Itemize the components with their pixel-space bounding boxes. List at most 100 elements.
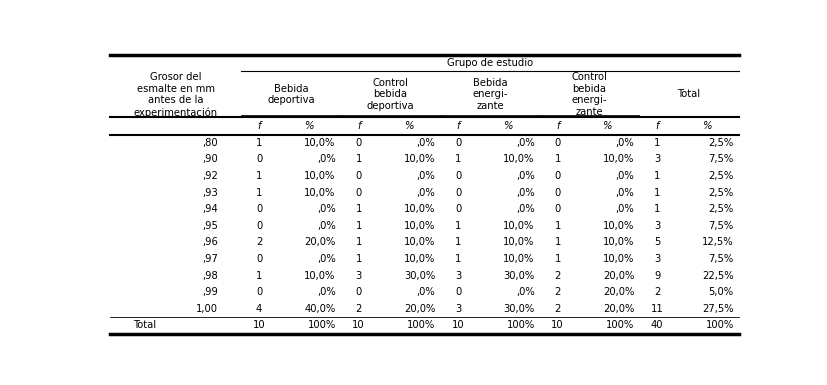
Text: Bebida
energi-
zante: Bebida energi- zante <box>471 78 507 111</box>
Text: 10,0%: 10,0% <box>304 271 335 281</box>
Text: 4: 4 <box>256 304 262 314</box>
Text: 5: 5 <box>653 238 659 248</box>
Text: 0: 0 <box>355 171 361 181</box>
Text: 10,0%: 10,0% <box>404 221 435 231</box>
Text: 10,0%: 10,0% <box>602 254 633 264</box>
Text: 1: 1 <box>653 187 659 198</box>
Text: 20,0%: 20,0% <box>304 238 335 248</box>
Text: 11: 11 <box>650 304 662 314</box>
Text: 20,0%: 20,0% <box>404 304 435 314</box>
Text: Total: Total <box>676 89 700 99</box>
Text: ,0%: ,0% <box>416 171 435 181</box>
Text: Control
bebida
deportiva: Control bebida deportiva <box>366 78 414 111</box>
Text: 2,5%: 2,5% <box>708 171 733 181</box>
Text: ,97: ,97 <box>202 254 218 264</box>
Text: 10,0%: 10,0% <box>602 238 633 248</box>
Text: %: % <box>602 121 611 131</box>
Text: ,0%: ,0% <box>416 287 435 297</box>
Text: 0: 0 <box>256 221 262 231</box>
Text: 0: 0 <box>355 187 361 198</box>
Text: 1: 1 <box>355 154 361 164</box>
Text: ,93: ,93 <box>202 187 218 198</box>
Text: 10,0%: 10,0% <box>304 138 335 148</box>
Text: ,0%: ,0% <box>317 287 335 297</box>
Text: 27,5%: 27,5% <box>701 304 733 314</box>
Text: 10,0%: 10,0% <box>602 221 633 231</box>
Text: 3: 3 <box>653 154 659 164</box>
Text: 2: 2 <box>554 287 560 297</box>
Text: ,98: ,98 <box>202 271 218 281</box>
Text: ,0%: ,0% <box>614 204 633 214</box>
Text: Bebida
deportiva: Bebida deportiva <box>267 84 314 105</box>
Text: Grupo de estudio: Grupo de estudio <box>447 58 533 68</box>
Text: ,0%: ,0% <box>515 138 534 148</box>
Text: 2,5%: 2,5% <box>708 187 733 198</box>
Text: 12,5%: 12,5% <box>701 238 733 248</box>
Text: 3: 3 <box>653 221 659 231</box>
Text: 7,5%: 7,5% <box>708 221 733 231</box>
Text: 10,0%: 10,0% <box>503 238 534 248</box>
Text: 2: 2 <box>653 287 659 297</box>
Text: 10,0%: 10,0% <box>404 154 435 164</box>
Text: 1: 1 <box>653 171 659 181</box>
Text: 2,5%: 2,5% <box>708 138 733 148</box>
Text: ,95: ,95 <box>202 221 218 231</box>
Text: 0: 0 <box>355 138 361 148</box>
Text: 7,5%: 7,5% <box>708 154 733 164</box>
Text: 0: 0 <box>554 187 560 198</box>
Text: 0: 0 <box>454 138 461 148</box>
Text: 0: 0 <box>454 287 461 297</box>
Text: 1: 1 <box>554 221 560 231</box>
Text: Total: Total <box>133 320 156 330</box>
Text: Control
bebida
energi-
zante: Control bebida energi- zante <box>571 72 607 117</box>
Text: 1: 1 <box>256 171 262 181</box>
Text: 2: 2 <box>554 304 560 314</box>
Text: ,96: ,96 <box>202 238 218 248</box>
Text: %: % <box>701 121 710 131</box>
Text: ,0%: ,0% <box>416 187 435 198</box>
Text: ,0%: ,0% <box>515 204 534 214</box>
Text: 10: 10 <box>351 320 365 330</box>
Text: 10,0%: 10,0% <box>503 221 534 231</box>
Text: 40: 40 <box>650 320 662 330</box>
Text: 10: 10 <box>551 320 563 330</box>
Text: 1: 1 <box>554 254 560 264</box>
Text: 7,5%: 7,5% <box>708 254 733 264</box>
Text: ,0%: ,0% <box>614 138 633 148</box>
Text: 100%: 100% <box>605 320 633 330</box>
Text: ,80: ,80 <box>202 138 218 148</box>
Text: 1: 1 <box>454 238 461 248</box>
Text: 1: 1 <box>355 254 361 264</box>
Text: 0: 0 <box>554 171 560 181</box>
Text: 0: 0 <box>256 254 262 264</box>
Text: 0: 0 <box>256 204 262 214</box>
Text: 100%: 100% <box>506 320 534 330</box>
Text: 0: 0 <box>554 204 560 214</box>
Text: f: f <box>654 121 658 131</box>
Text: 20,0%: 20,0% <box>602 287 633 297</box>
Text: 30,0%: 30,0% <box>404 271 435 281</box>
Text: f: f <box>257 121 261 131</box>
Text: ,0%: ,0% <box>614 187 633 198</box>
Text: 0: 0 <box>554 138 560 148</box>
Text: ,94: ,94 <box>202 204 218 214</box>
Text: 1: 1 <box>355 221 361 231</box>
Text: 0: 0 <box>355 287 361 297</box>
Text: 3: 3 <box>454 304 461 314</box>
Text: 10: 10 <box>252 320 265 330</box>
Text: %: % <box>503 121 512 131</box>
Text: 10,0%: 10,0% <box>404 204 435 214</box>
Text: 1: 1 <box>454 221 461 231</box>
Text: ,0%: ,0% <box>317 204 335 214</box>
Text: 1: 1 <box>554 154 560 164</box>
Text: f: f <box>555 121 559 131</box>
Text: 10,0%: 10,0% <box>404 254 435 264</box>
Text: 3: 3 <box>454 271 461 281</box>
Text: 10,0%: 10,0% <box>503 154 534 164</box>
Text: 2,5%: 2,5% <box>708 204 733 214</box>
Text: 10,0%: 10,0% <box>304 187 335 198</box>
Text: 0: 0 <box>454 204 461 214</box>
Text: 10,0%: 10,0% <box>503 254 534 264</box>
Text: f: f <box>456 121 459 131</box>
Text: 1: 1 <box>554 238 560 248</box>
